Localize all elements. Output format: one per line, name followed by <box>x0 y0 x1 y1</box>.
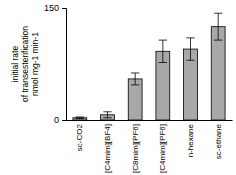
x-tick: [C8mim][PF6] <box>131 120 140 173</box>
error-line <box>107 112 108 118</box>
x-tick-label: [C8mim][PF6] <box>131 124 140 173</box>
y-tick: 150 <box>44 3 66 13</box>
plot: 0 150 sc-CO2 [C4mim][BF4] [C8mim][PF6] [C4mim… <box>44 3 233 173</box>
error-bar <box>159 40 167 62</box>
error-bar <box>131 73 139 85</box>
x-tick: sc-CO2 <box>75 120 84 151</box>
y-axis-title: nmol mg-1 min-1 <box>30 32 40 96</box>
x-axis-line <box>67 120 233 121</box>
error-bar <box>186 38 194 60</box>
error-bar <box>76 117 84 118</box>
error-cap <box>159 40 167 41</box>
y-axis-title: of transesterification <box>20 26 30 102</box>
y-axis: 0 150 <box>44 3 67 125</box>
x-tick-label: [C4mim][BF4] <box>103 124 112 173</box>
bar <box>211 27 225 120</box>
error-cap <box>186 60 194 61</box>
y-tick-mark <box>62 120 66 121</box>
y-axis-line <box>62 9 67 121</box>
error-line <box>190 38 191 60</box>
error-line <box>162 40 163 62</box>
x-tick-label: sc-ethane <box>214 123 223 159</box>
bar <box>73 118 87 120</box>
x-tick-label: n-hexane <box>186 123 195 157</box>
x-tick: [C4mim][BF4] <box>103 120 112 173</box>
error-bar <box>214 13 222 40</box>
error-cap <box>103 111 111 112</box>
x-axis: sc-CO2 [C4mim][BF4] [C8mim][PF6] [C4mim][PF… <box>67 120 233 173</box>
y-axis-title: initial rate <box>10 46 20 83</box>
bars <box>73 13 225 120</box>
error-cap <box>214 40 222 41</box>
x-tick: sc-ethane <box>214 120 223 159</box>
x-tick-label: [C4mim][PF6] <box>158 124 167 173</box>
error-cap <box>131 72 139 73</box>
error-cap <box>76 117 84 118</box>
error-cap <box>76 118 84 119</box>
error-cap <box>214 13 222 14</box>
x-tick: [C4mim][PF6] <box>158 120 167 173</box>
bar <box>128 79 142 120</box>
error-cap <box>103 117 111 118</box>
y-tick-label: 150 <box>44 3 59 13</box>
error-cap <box>131 84 139 85</box>
y-tick-mark <box>62 8 66 9</box>
error-cap <box>186 37 194 38</box>
error-line <box>218 13 219 40</box>
x-tick-label: sc-CO2 <box>75 123 84 151</box>
y-tick-label: 0 <box>54 115 59 125</box>
error-cap <box>159 62 167 63</box>
error-bar <box>103 112 111 118</box>
chart: 0 150 sc-CO2 [C4mim][BF4] [C8mim][PF6] [C4mim… <box>0 0 236 175</box>
error-line <box>135 73 136 85</box>
x-tick: n-hexane <box>186 120 195 157</box>
y-tick: 0 <box>54 115 66 125</box>
